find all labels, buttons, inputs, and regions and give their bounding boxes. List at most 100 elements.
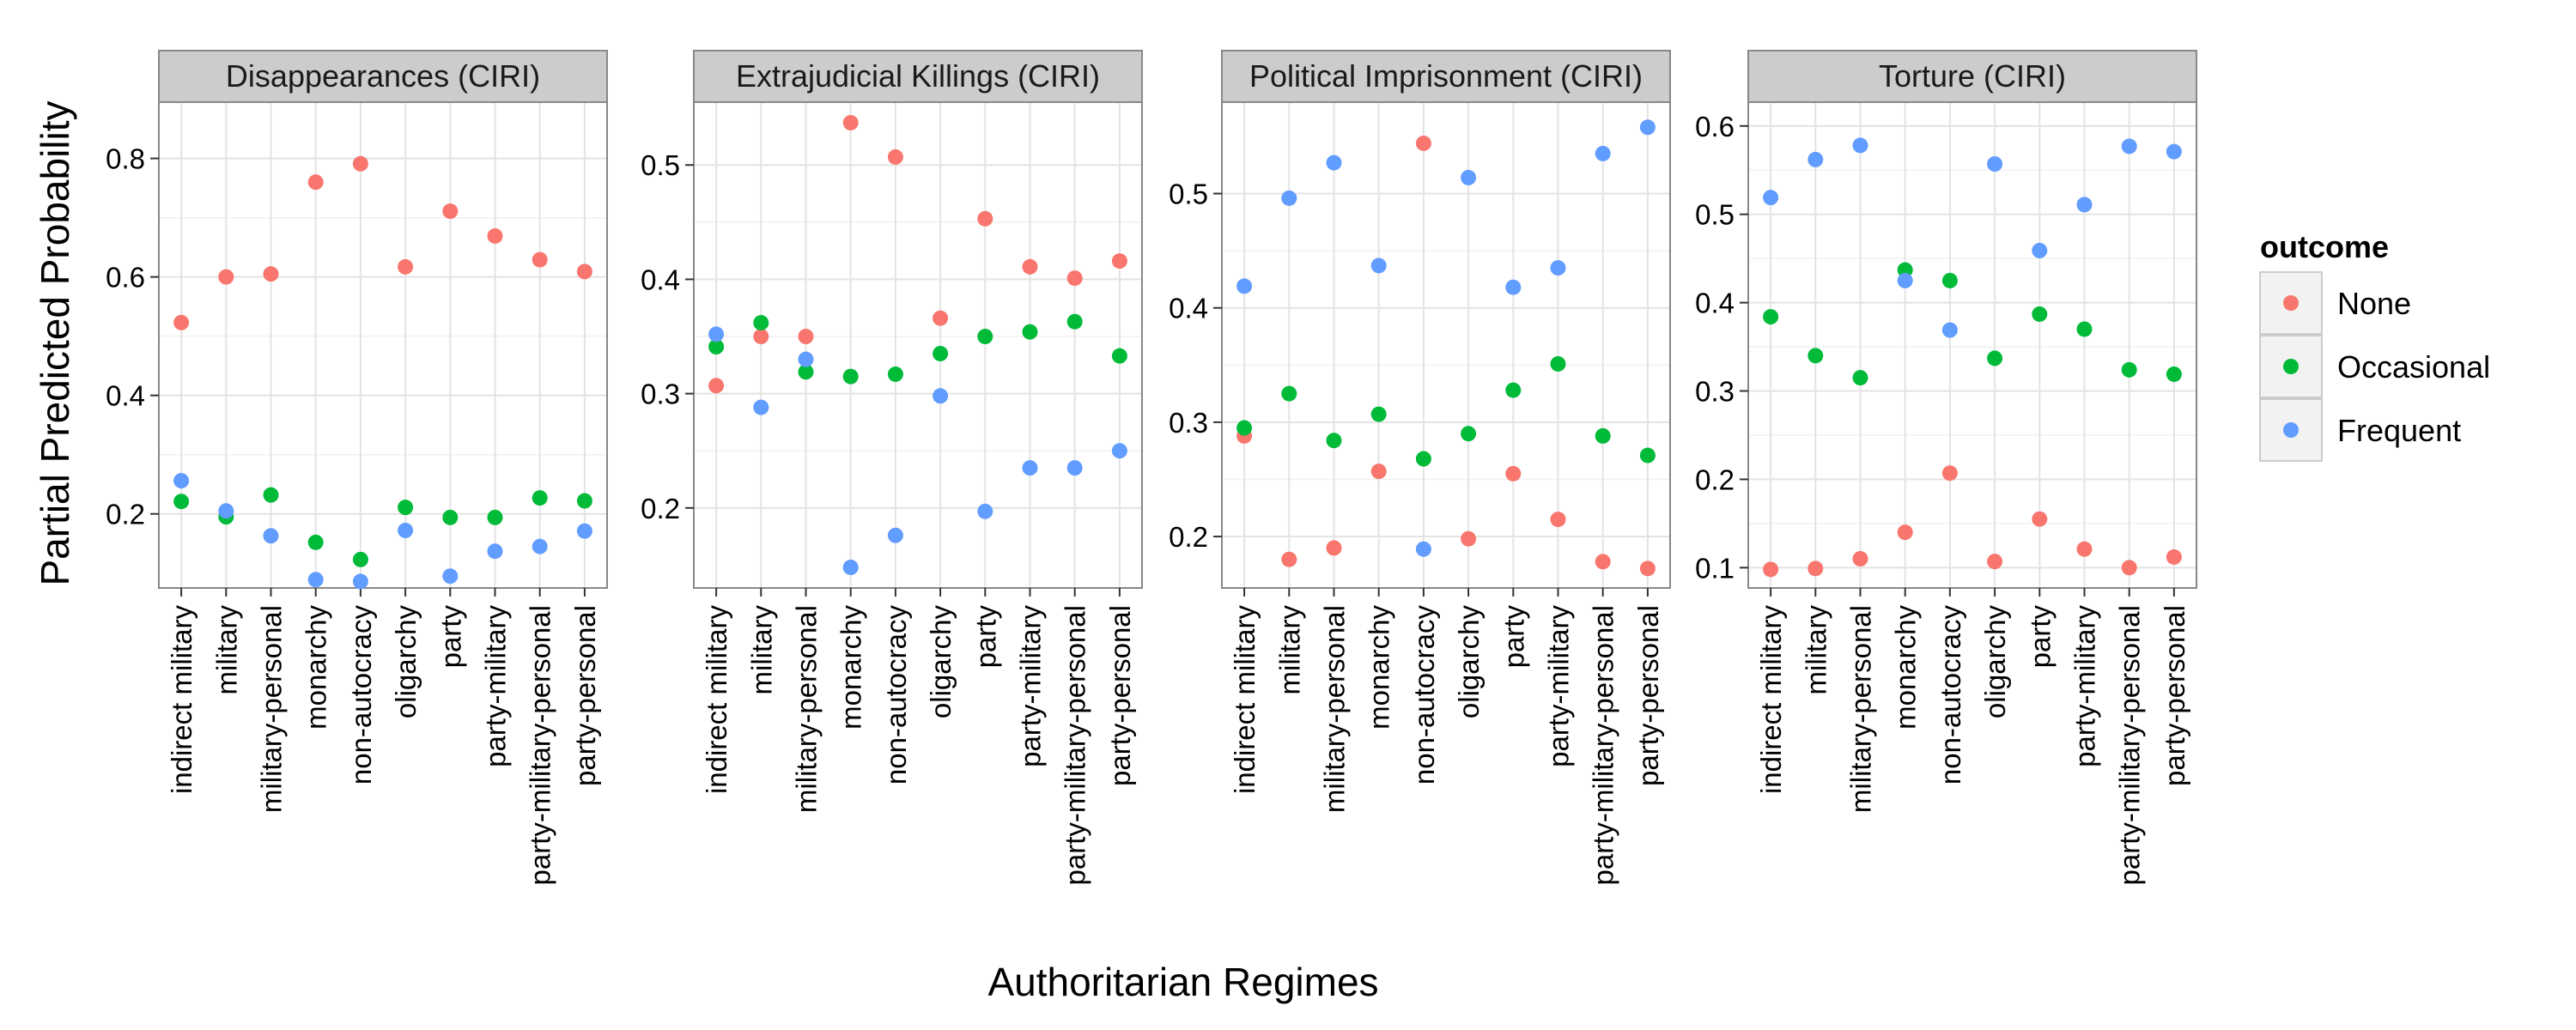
point-none	[798, 329, 814, 345]
point-frequent	[1505, 279, 1522, 295]
point-occasional	[1236, 420, 1253, 436]
point-frequent	[1595, 145, 1611, 161]
point-none	[307, 174, 324, 191]
x-tick-label: military-personal	[1845, 605, 1877, 813]
x-tick-label: military-personal	[1319, 605, 1351, 813]
point-frequent	[1897, 272, 1913, 288]
point-occasional	[1111, 348, 1127, 364]
point-occasional	[398, 500, 414, 516]
point-occasional	[1639, 447, 1656, 464]
legend-key-point	[2283, 422, 2299, 438]
x-tick-label: party	[2024, 605, 2056, 669]
legend-label: None	[2337, 286, 2411, 321]
panel-1: Disappearances (CIRI) 0.2 0.4 0.6 0.8 indirec…	[106, 50, 608, 885]
panel-title: Disappearances (CIRI)	[226, 58, 540, 94]
point-occasional	[1807, 348, 1824, 364]
x-axis-title: Authoritarian Regimes	[987, 960, 1378, 1004]
point-none	[1941, 465, 1958, 482]
point-none	[1505, 465, 1522, 482]
panel-border	[1221, 101, 1671, 589]
x-tick-label: party-military-personal	[1060, 605, 1091, 885]
legend: outcome None Occasional Frequent	[2259, 229, 2490, 462]
x-tick-label: party-military	[2069, 605, 2101, 767]
y-tick-label: 0.5	[1695, 199, 1735, 231]
x-tick-label: party-military	[1543, 605, 1575, 767]
panel-3: Political Imprisonment (CIRI) 0.2 0.3 0.4 0.…	[1169, 50, 1671, 885]
x-tick-label: party-military-personal	[2114, 605, 2146, 885]
x-tick-label: non-autocracy	[345, 605, 377, 785]
point-occasional	[352, 551, 368, 567]
point-none	[977, 210, 993, 227]
point-none	[1550, 512, 1566, 528]
point-occasional	[1897, 262, 1913, 278]
x-tick-label: indirect military	[166, 605, 197, 795]
x-tick-label: party-military	[480, 605, 512, 767]
point-occasional	[2076, 321, 2093, 337]
x-tick-label: military	[745, 605, 777, 695]
legend-label: Occasional	[2337, 349, 2490, 385]
y-tick-label: 0.5	[1169, 179, 1208, 210]
panel-title: Political Imprisonment (CIRI)	[1249, 58, 1643, 94]
point-none	[842, 114, 859, 130]
point-frequent	[307, 572, 324, 588]
point-occasional	[842, 368, 859, 385]
panel-title: Torture (CIRI)	[1879, 58, 2066, 94]
point-occasional	[1415, 451, 1431, 467]
legend-key-point	[2283, 359, 2299, 374]
point-frequent	[842, 560, 859, 576]
x-tick-label: monarchy	[1890, 605, 1922, 730]
point-frequent	[1763, 190, 1779, 206]
point-occasional	[1326, 433, 1342, 449]
point-occasional	[977, 329, 993, 345]
point-frequent	[933, 388, 949, 404]
point-occasional	[1370, 406, 1387, 422]
panel-strip	[158, 50, 608, 103]
point-occasional	[1595, 427, 1611, 444]
point-occasional	[1461, 426, 1477, 442]
x-tick-label: indirect military	[1229, 605, 1261, 795]
point-frequent	[263, 528, 279, 544]
point-none	[887, 148, 903, 165]
point-frequent	[887, 527, 903, 543]
x-tick-label: indirect military	[701, 605, 732, 795]
plot-area	[159, 102, 607, 588]
point-frequent	[173, 473, 190, 489]
y-axis-title: Partial Predicted Probability	[33, 100, 77, 585]
point-frequent	[753, 399, 769, 415]
point-none	[576, 264, 592, 280]
point-frequent	[1066, 460, 1083, 476]
point-frequent	[977, 503, 993, 519]
point-occasional	[1281, 385, 1297, 402]
y-tick-label: 0.2	[1695, 464, 1735, 495]
point-none	[263, 266, 279, 282]
x-tick-label: party-military-personal	[525, 605, 556, 885]
point-frequent	[1550, 260, 1566, 276]
point-frequent	[2121, 138, 2137, 154]
point-none	[1066, 270, 1083, 287]
x-tick-label: party-personal	[1632, 605, 1664, 786]
point-frequent	[1281, 190, 1297, 206]
x-tick-label: oligarchy	[1453, 605, 1485, 719]
point-occasional	[2166, 366, 2182, 382]
y-tick-label: 0.5	[641, 149, 680, 181]
x-tick-label: military	[210, 605, 242, 695]
x-tick-label: non-autocracy	[1935, 605, 1966, 785]
point-none	[442, 203, 459, 220]
x-tick-label: oligarchy	[1979, 605, 2011, 719]
point-occasional	[798, 364, 814, 380]
point-occasional	[1505, 382, 1522, 398]
point-frequent	[1415, 541, 1431, 557]
point-none	[1281, 551, 1297, 567]
point-frequent	[398, 523, 414, 539]
point-frequent	[1326, 154, 1342, 171]
y-tick-label: 0.3	[1695, 376, 1735, 408]
panel-border	[1747, 101, 2197, 589]
point-none	[2076, 541, 2093, 557]
x-tick-label: party-personal	[2159, 605, 2190, 786]
x-tick-label: party	[1498, 605, 1529, 669]
x-tick-label: military	[1273, 605, 1305, 695]
panel-2: Extrajudicial Killings (CIRI) 0.2 0.3 0.4 0.…	[641, 50, 1143, 885]
panel-strip	[693, 50, 1143, 103]
point-occasional	[307, 534, 324, 550]
y-tick-label: 0.2	[106, 499, 145, 530]
